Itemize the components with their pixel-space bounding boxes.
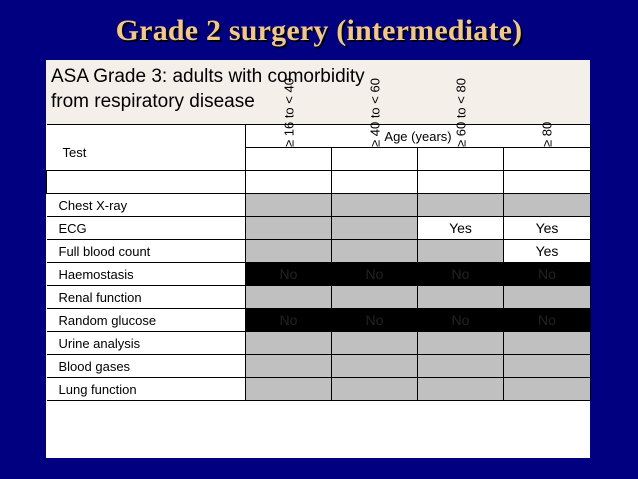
test-name: Chest X-ray	[46, 193, 246, 217]
table-row: Haemostasis No No No No	[46, 262, 592, 286]
result-cell	[417, 285, 504, 309]
result-cell: No	[245, 262, 332, 286]
result-cell	[331, 354, 418, 378]
result-cell	[245, 377, 332, 401]
result-cell	[331, 331, 418, 355]
result-cell	[502, 285, 592, 309]
result-cell	[417, 331, 504, 355]
result-cell	[331, 193, 418, 217]
age-group-header: ≥ 80	[502, 122, 592, 171]
result-cell	[245, 239, 332, 263]
result-cell	[331, 239, 418, 263]
slide-title: Grade 2 surgery (intermediate)	[115, 14, 523, 47]
result-cell	[245, 193, 332, 217]
table-row: Urine analysis	[46, 331, 592, 355]
table-row: Chest X-ray	[46, 193, 592, 217]
age-header: Age (years)	[244, 124, 592, 148]
result-cell	[417, 193, 504, 217]
result-cell: No	[502, 262, 592, 286]
age-group-header: ≥ 60 to < 80	[417, 78, 504, 171]
header-separator	[46, 170, 592, 194]
table-row: Random glucose No No No No	[46, 308, 592, 332]
test-table: Test Age (years) ≥ 16 to < 40 ≥ 40 to < 6…	[46, 78, 592, 401]
result-cell	[245, 285, 332, 309]
panel-title-line2: from respiratory disease	[51, 91, 255, 112]
result-cell: No	[331, 262, 418, 286]
test-name: Urine analysis	[46, 331, 246, 355]
table-row: ECG Yes Yes	[46, 216, 592, 240]
result-cell	[417, 377, 504, 401]
table-row: Blood gases	[46, 354, 592, 378]
table-panel: ASA Grade 3: adults with comorbidity fro…	[46, 60, 592, 458]
table-row: Renal function	[46, 285, 592, 309]
result-cell: No	[502, 308, 592, 332]
result-cell	[417, 354, 504, 378]
result-cell	[417, 239, 504, 263]
test-name: Random glucose	[46, 308, 246, 332]
result-cell	[502, 331, 592, 355]
result-cell: No	[245, 308, 332, 332]
result-cell	[331, 285, 418, 309]
age-group-label: ≥ 80	[539, 121, 555, 147]
result-cell	[502, 354, 592, 378]
age-group-label: ≥ 40 to < 60	[367, 78, 382, 147]
age-group-header: ≥ 16 to < 40	[245, 78, 332, 171]
test-name: Full blood count	[46, 239, 246, 263]
result-cell	[245, 354, 332, 378]
result-cell	[331, 377, 418, 401]
result-cell	[502, 377, 592, 401]
panel-title-line1: ASA Grade 3: adults with comorbidity	[51, 66, 365, 87]
test-name: Blood gases	[46, 354, 246, 378]
age-group-label: ≥ 60 to < 80	[453, 78, 468, 147]
panel-header: ASA Grade 3: adults with comorbidity fro…	[46, 60, 590, 124]
test-name: Haemostasis	[46, 262, 246, 286]
result-cell: No	[331, 308, 418, 332]
result-cell	[245, 216, 332, 240]
age-group-header: ≥ 40 to < 60	[331, 78, 418, 171]
test-name: ECG	[46, 216, 246, 240]
result-cell: No	[417, 308, 504, 332]
result-cell	[245, 331, 332, 355]
test-column-header: Test	[46, 124, 246, 171]
test-name: Lung function	[46, 377, 246, 401]
age-group-label: ≥ 16 to < 40	[281, 78, 296, 147]
result-cell	[502, 193, 592, 217]
result-cell	[331, 216, 418, 240]
result-cell: No	[417, 262, 504, 286]
table-row: Lung function	[46, 377, 592, 401]
result-cell: Yes	[417, 216, 504, 240]
result-cell: Yes	[502, 239, 592, 263]
table-row: Full blood count Yes	[46, 239, 592, 263]
panel-title: ASA Grade 3: adults with comorbidity fro…	[51, 64, 581, 114]
result-cell: Yes	[502, 216, 592, 240]
test-name: Renal function	[46, 285, 246, 309]
